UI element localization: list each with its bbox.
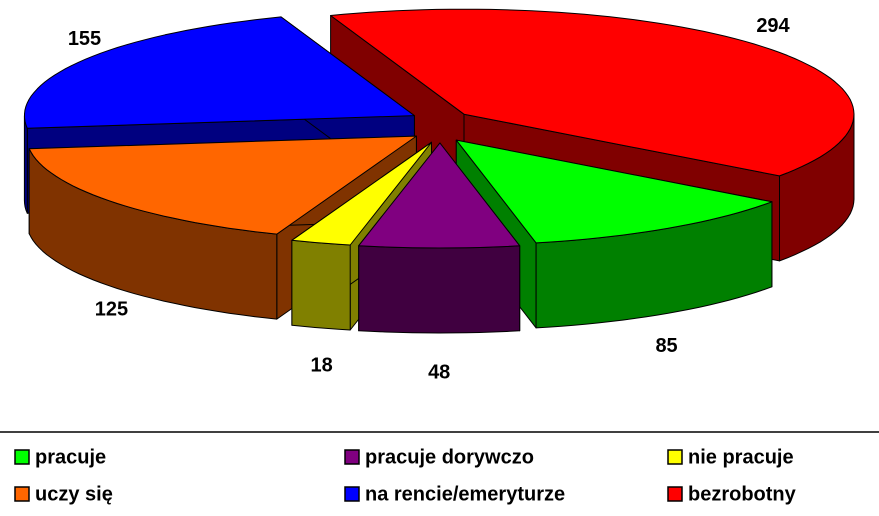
slice xyxy=(330,8,855,177)
slice-wall xyxy=(358,245,521,334)
data-label: 294 xyxy=(756,15,790,37)
legend-label: pracuje xyxy=(35,446,106,468)
legend-label: uczy się xyxy=(35,483,113,505)
slice-wall xyxy=(23,115,28,214)
data-label: 48 xyxy=(428,361,450,383)
data-label: 155 xyxy=(68,28,101,50)
legend-swatch xyxy=(14,486,30,502)
slice xyxy=(455,139,773,244)
legend-swatch xyxy=(344,449,360,465)
legend-swatch xyxy=(14,449,30,465)
slice xyxy=(291,141,432,246)
data-label: 125 xyxy=(95,299,128,321)
legend-swatch xyxy=(344,486,360,502)
legend-label: na rencie/emeryturze xyxy=(365,483,565,505)
legend-label: bezrobotny xyxy=(688,483,797,505)
legend-label: nie pracuje xyxy=(688,446,794,468)
legend-swatch xyxy=(667,449,683,465)
slice-wall xyxy=(291,239,351,331)
legend-label: pracuje dorywczo xyxy=(365,446,534,468)
legend-swatch xyxy=(667,486,683,502)
slice xyxy=(24,16,415,129)
data-label: 18 xyxy=(310,355,332,377)
slice xyxy=(28,135,417,235)
data-label: 85 xyxy=(655,335,677,357)
slice xyxy=(358,142,521,249)
